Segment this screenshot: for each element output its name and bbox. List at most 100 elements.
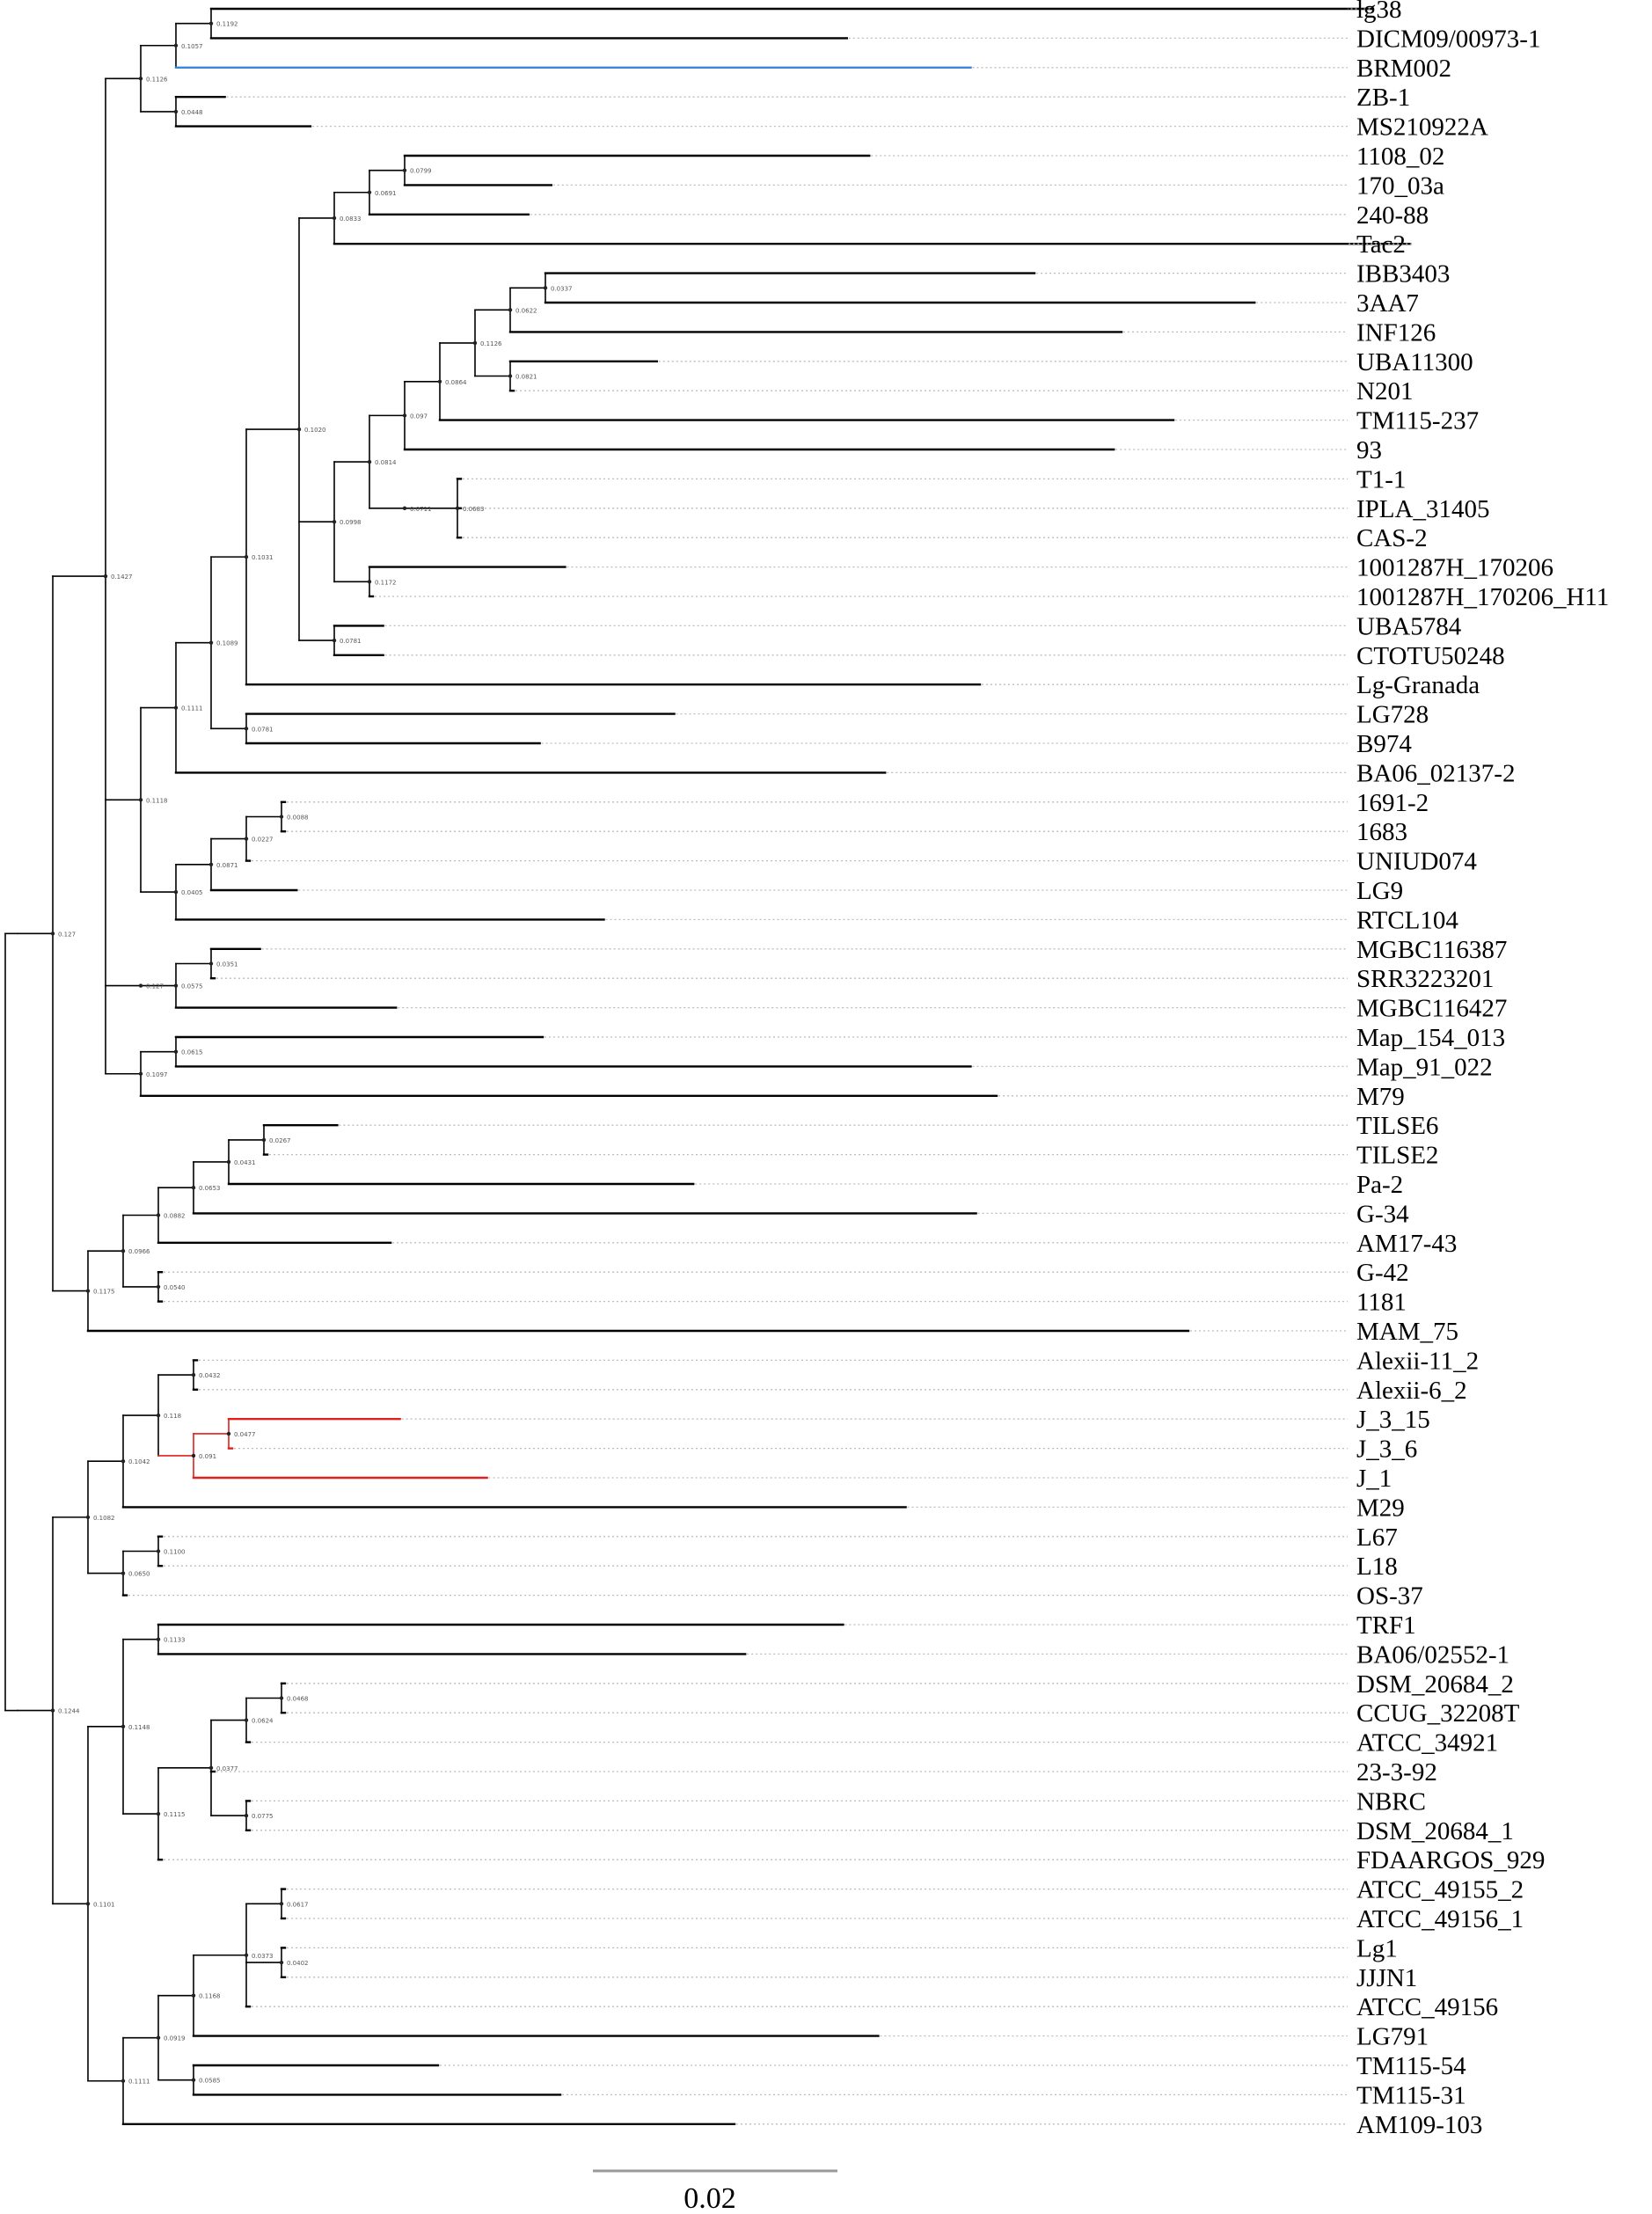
leaf-label: J_1	[1356, 1465, 1392, 1493]
node-dot	[191, 1453, 196, 1458]
node-dot	[156, 1213, 161, 1217]
leaf-label: OS-37	[1356, 1582, 1423, 1611]
leaf-label: CTOTU50248	[1356, 642, 1505, 670]
leaf-label: L18	[1356, 1553, 1398, 1581]
node-dot	[402, 168, 407, 172]
node-dot	[508, 374, 513, 378]
leaf-label: BA06/02552-1	[1356, 1640, 1509, 1669]
node-support-label: 0.0833	[340, 216, 362, 223]
leaf-label: ATCC_49156	[1356, 1993, 1498, 2021]
node-dot	[279, 1902, 284, 1906]
node-dot	[173, 889, 179, 895]
node-support-label: 0.1168	[199, 1993, 221, 2000]
leaf-label: Map_154_013	[1356, 1024, 1505, 1052]
leaf-label: L67	[1356, 1523, 1398, 1552]
leaf-label: 23-3-92	[1356, 1758, 1437, 1787]
leaf-label: Map_91_022	[1356, 1053, 1493, 1081]
node-dot	[402, 413, 407, 418]
leaf-label: TRF1	[1356, 1611, 1416, 1640]
node-dot	[103, 574, 108, 579]
node-dot	[244, 554, 249, 559]
leaf-label: T1-1	[1356, 465, 1406, 493]
node-dot	[437, 379, 442, 384]
node-support-label: 0.0267	[269, 1137, 291, 1144]
node-support-label: 0.0617	[287, 1901, 309, 1908]
node-dot	[85, 1902, 91, 1906]
leaf-label: JJJN1	[1356, 1964, 1417, 1992]
node-support-label: 0.0622	[515, 307, 537, 314]
node-support-label: 0.1126	[146, 76, 168, 83]
leaf-label: 1691-2	[1356, 789, 1429, 817]
node-dot	[296, 427, 302, 432]
node-dot	[244, 1718, 249, 1722]
leaf-label: UBA11300	[1356, 348, 1473, 376]
node-dot	[244, 727, 249, 731]
leaf-label: RTCL104	[1356, 906, 1458, 934]
leaf-label: 1683	[1356, 818, 1407, 846]
node-support-label: 0.0088	[287, 815, 309, 822]
node-support-label: 0.0405	[181, 889, 203, 896]
node-support-label: 0.0998	[340, 519, 362, 526]
node-dot	[279, 1960, 284, 1965]
leaf-label: TM115-237	[1356, 407, 1479, 435]
node-support-label: 0.1057	[181, 43, 203, 50]
leaf-label: MGBC116387	[1356, 936, 1507, 964]
node-dot	[85, 1515, 91, 1520]
leaf-label: IBB3403	[1356, 260, 1450, 289]
node-support-label: 0.1100	[164, 1549, 186, 1556]
node-support-label: 0.1031	[252, 554, 274, 561]
leaf-label: G-42	[1356, 1259, 1409, 1287]
node-dot	[332, 519, 337, 524]
node-dot	[332, 216, 337, 221]
tree-branches	[4, 7, 1412, 2126]
node-dot	[156, 1549, 161, 1553]
scale-bar: 0.02	[593, 2169, 837, 2214]
leaf-label: G-34	[1356, 1200, 1409, 1228]
node-support-label: 0.0775	[252, 1813, 274, 1820]
node-support-label: 0.0781	[252, 726, 274, 733]
node-support-label: 0.1082	[93, 1515, 115, 1522]
node-dot	[367, 190, 372, 194]
node-dot	[191, 1185, 196, 1190]
node-dot	[279, 815, 284, 819]
node-support-label: 0.1020	[304, 427, 326, 434]
leaf-label: Lg-Granada	[1356, 671, 1480, 699]
leaf-label: 93	[1356, 436, 1382, 464]
node-dot	[173, 1049, 179, 1054]
node-dot	[173, 705, 179, 710]
node-support-label: 0.0337	[551, 285, 573, 292]
node-support-label: 0.0540	[164, 1284, 186, 1291]
node-support-label: 0.1172	[375, 579, 397, 586]
node-support-label: 0.1089	[216, 640, 238, 647]
node-support-label: 0.118	[164, 1413, 181, 1420]
leaf-label: J_3_6	[1356, 1436, 1417, 1464]
leaf-label: J_3_15	[1356, 1406, 1430, 1434]
node-dot	[121, 1571, 126, 1575]
node-support-label: 0.127	[58, 931, 76, 938]
node-support-label: 0.1111	[128, 2079, 150, 2086]
leaf-label: 1001287H_170206	[1356, 554, 1553, 582]
leaf-label: Alexii-6_2	[1356, 1377, 1467, 1405]
node-dot	[472, 340, 478, 346]
node-dot	[208, 1765, 214, 1771]
node-dot	[156, 2035, 161, 2040]
node-dot	[332, 638, 337, 643]
node-support-label: 0.0448	[181, 109, 203, 116]
node-support-label: 0.0477	[234, 1431, 256, 1438]
tree-leader-lines	[128, 8, 1413, 2125]
leaf-label: LG728	[1356, 701, 1429, 729]
node-support-label: 0.0882	[164, 1212, 186, 1219]
node-support-label: 0.0691	[375, 190, 397, 197]
leaf-label: 1108_02	[1356, 142, 1444, 171]
leaf-label: M29	[1356, 1494, 1405, 1522]
leaf-label: UNIUD074	[1356, 848, 1477, 876]
node-dot	[367, 459, 372, 464]
node-support-label: 0.0624	[252, 1718, 274, 1725]
leaf-label: ATCC_34921	[1356, 1729, 1498, 1757]
tree-node-labels: 0.127 0.1427 0.1126 0.1057 0.1192 0.0448 0.111…	[50, 21, 573, 2086]
node-support-label: 0.0799	[410, 168, 432, 175]
leaf-label: Pa-2	[1356, 1171, 1403, 1199]
node-support-label: 0.0468	[287, 1696, 309, 1703]
leaf-label: 1001287H_170206_H11	[1356, 583, 1609, 611]
leaf-label: TM115-31	[1356, 2081, 1466, 2109]
